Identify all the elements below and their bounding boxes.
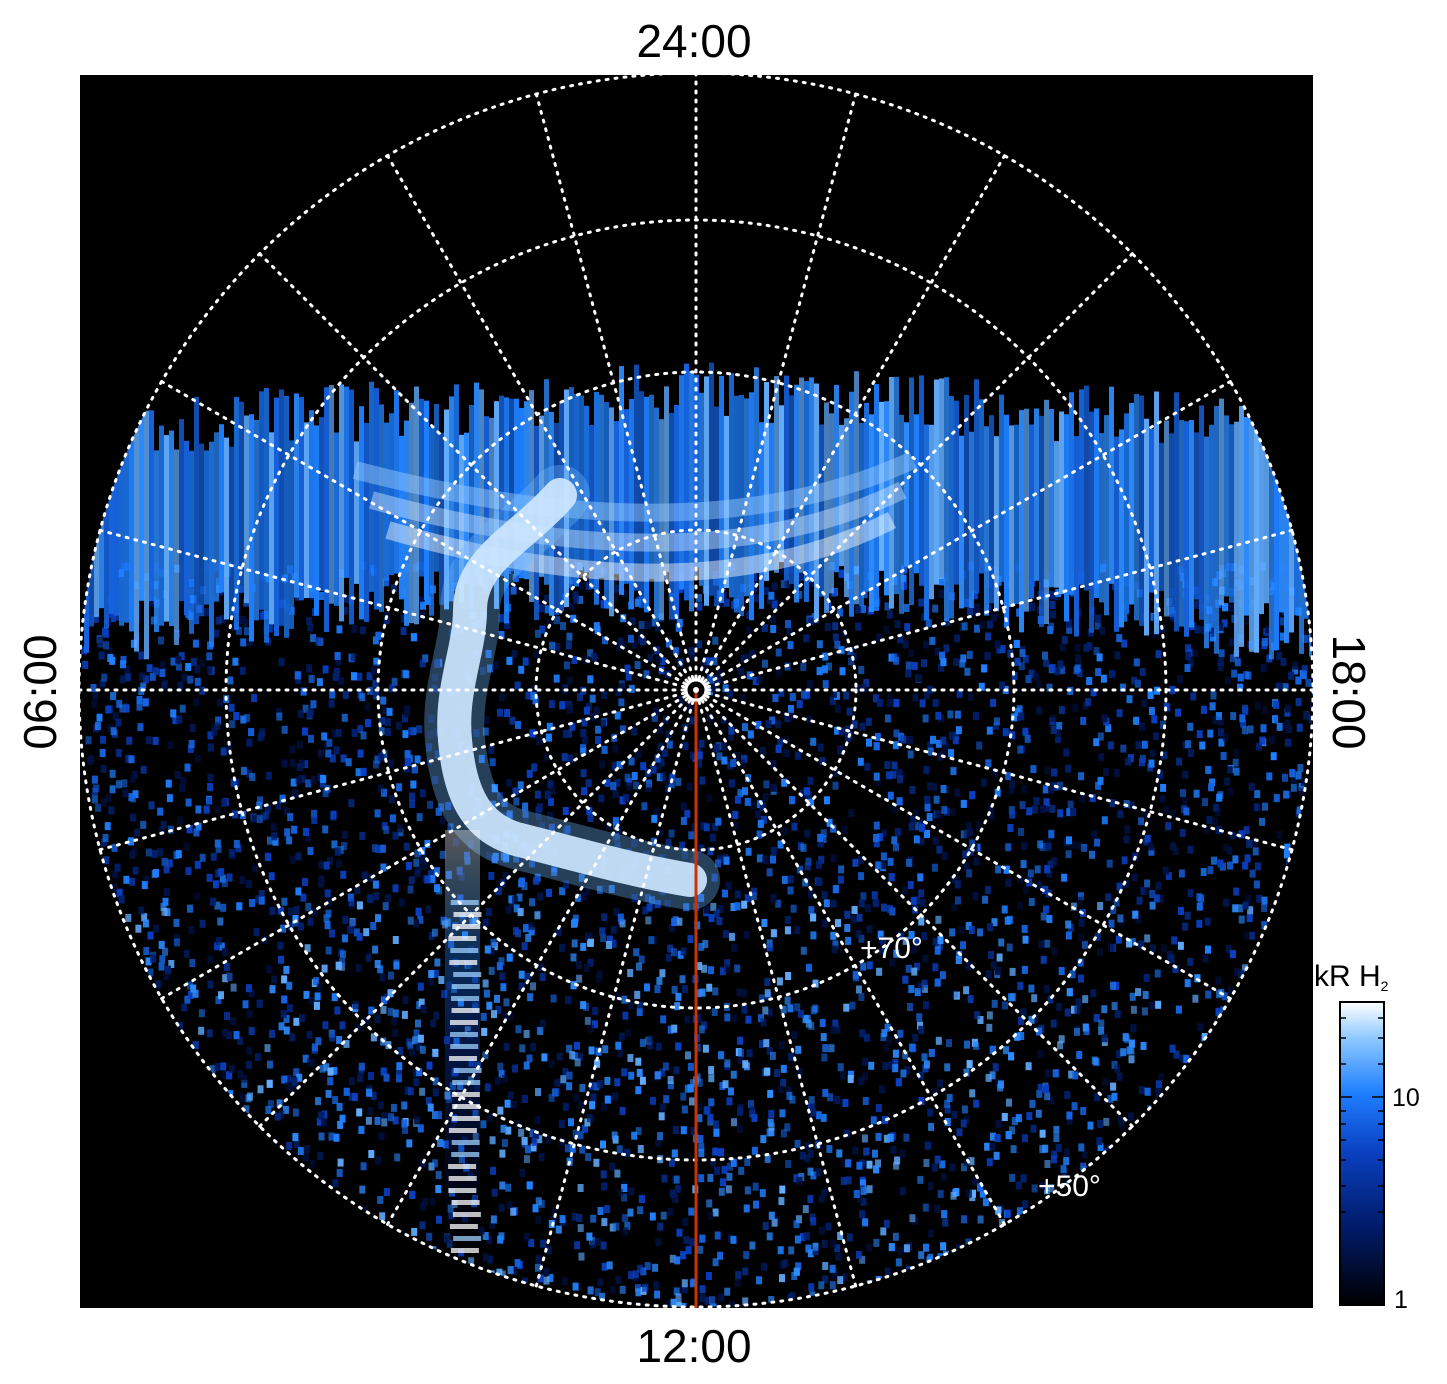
colorbar-tick-label-10: 10 — [1392, 1084, 1420, 1112]
local-time-label-right: 18:00 — [1323, 634, 1375, 749]
colorbar: kR H2 10 1 — [1314, 960, 1420, 1314]
local-time-label-left: 06:00 — [14, 634, 66, 749]
latitude-label-outer: +50° — [1038, 1170, 1101, 1203]
local-time-label-top: 24:00 — [636, 15, 751, 67]
colorbar-ticks — [1340, 1017, 1384, 1213]
colorbar-title-main: kR H — [1314, 960, 1381, 993]
latitude-label-inner: +70° — [860, 932, 923, 965]
striped-artifact-lines — [448, 900, 482, 1253]
dawn-auroral-arc — [437, 478, 707, 897]
noise-layer — [81, 560, 1313, 1307]
colorbar-title: kR H2 — [1314, 960, 1389, 994]
colorbar-tick-label-1: 1 — [1394, 1286, 1408, 1314]
pole-marker — [684, 678, 708, 702]
colorbar-gradient — [1339, 1001, 1385, 1306]
dawn-auroral-arc-halo — [424, 465, 720, 910]
colorbar-title-sub: 2 — [1381, 978, 1389, 994]
local-time-label-bottom: 12:00 — [636, 1320, 751, 1372]
striped-artifact — [445, 830, 480, 1250]
